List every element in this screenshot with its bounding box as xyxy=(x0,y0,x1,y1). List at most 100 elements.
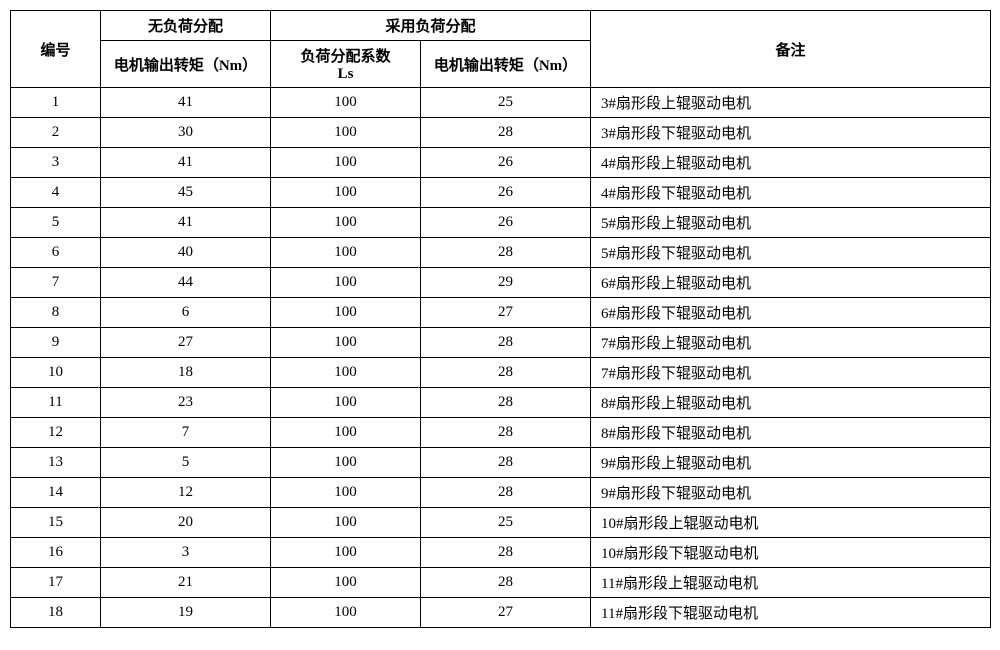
cell-torque-no-load: 41 xyxy=(101,88,271,118)
cell-index: 10 xyxy=(11,358,101,388)
cell-index: 13 xyxy=(11,448,101,478)
table-row: 445100264#扇形段下辊驱动电机 xyxy=(11,178,991,208)
cell-torque-with-load: 27 xyxy=(421,298,591,328)
table-header: 编号 无负荷分配 采用负荷分配 备注 电机输出转矩（Nm） 负荷分配系数 Ls … xyxy=(11,11,991,88)
cell-load-coeff: 100 xyxy=(271,448,421,478)
cell-note: 4#扇形段下辊驱动电机 xyxy=(591,178,991,208)
table-row: 744100296#扇形段上辊驱动电机 xyxy=(11,268,991,298)
cell-load-coeff: 100 xyxy=(271,148,421,178)
cell-note: 3#扇形段下辊驱动电机 xyxy=(591,118,991,148)
table-row: 1123100288#扇形段上辊驱动电机 xyxy=(11,388,991,418)
table-body: 141100253#扇形段上辊驱动电机230100283#扇形段下辊驱动电机34… xyxy=(11,88,991,628)
cell-torque-no-load: 41 xyxy=(101,208,271,238)
cell-index: 7 xyxy=(11,268,101,298)
table-row: 640100285#扇形段下辊驱动电机 xyxy=(11,238,991,268)
cell-note: 6#扇形段上辊驱动电机 xyxy=(591,268,991,298)
table-row: 141100253#扇形段上辊驱动电机 xyxy=(11,88,991,118)
cell-note: 9#扇形段下辊驱动电机 xyxy=(591,478,991,508)
cell-torque-no-load: 18 xyxy=(101,358,271,388)
cell-torque-no-load: 41 xyxy=(101,148,271,178)
cell-note: 8#扇形段下辊驱动电机 xyxy=(591,418,991,448)
cell-torque-no-load: 27 xyxy=(101,328,271,358)
cell-index: 16 xyxy=(11,538,101,568)
table-row: 541100265#扇形段上辊驱动电机 xyxy=(11,208,991,238)
col-header-torque-no-load: 电机输出转矩（Nm） xyxy=(101,41,271,88)
cell-torque-no-load: 45 xyxy=(101,178,271,208)
cell-torque-with-load: 28 xyxy=(421,568,591,598)
cell-note: 8#扇形段上辊驱动电机 xyxy=(591,388,991,418)
table-row: 1631002810#扇形段下辊驱动电机 xyxy=(11,538,991,568)
cell-torque-no-load: 30 xyxy=(101,118,271,148)
cell-load-coeff: 100 xyxy=(271,298,421,328)
cell-note: 5#扇形段下辊驱动电机 xyxy=(591,238,991,268)
col-header-with-load-group: 采用负荷分配 xyxy=(271,11,591,41)
col-header-index: 编号 xyxy=(11,11,101,88)
table-row: 135100289#扇形段上辊驱动电机 xyxy=(11,448,991,478)
cell-torque-with-load: 26 xyxy=(421,148,591,178)
cell-load-coeff: 100 xyxy=(271,388,421,418)
motor-torque-table: 编号 无负荷分配 采用负荷分配 备注 电机输出转矩（Nm） 负荷分配系数 Ls … xyxy=(10,10,991,628)
cell-torque-no-load: 23 xyxy=(101,388,271,418)
cell-load-coeff: 100 xyxy=(271,178,421,208)
cell-torque-with-load: 28 xyxy=(421,238,591,268)
cell-index: 1 xyxy=(11,88,101,118)
cell-torque-with-load: 28 xyxy=(421,478,591,508)
cell-torque-no-load: 19 xyxy=(101,598,271,628)
col-header-no-load-group: 无负荷分配 xyxy=(101,11,271,41)
cell-load-coeff: 100 xyxy=(271,538,421,568)
cell-index: 5 xyxy=(11,208,101,238)
cell-torque-no-load: 20 xyxy=(101,508,271,538)
cell-torque-with-load: 28 xyxy=(421,328,591,358)
cell-note: 6#扇形段下辊驱动电机 xyxy=(591,298,991,328)
cell-torque-with-load: 28 xyxy=(421,448,591,478)
cell-load-coeff: 100 xyxy=(271,208,421,238)
cell-torque-with-load: 26 xyxy=(421,178,591,208)
cell-torque-with-load: 29 xyxy=(421,268,591,298)
cell-note: 10#扇形段下辊驱动电机 xyxy=(591,538,991,568)
table-row: 1018100287#扇形段下辊驱动电机 xyxy=(11,358,991,388)
cell-load-coeff: 100 xyxy=(271,238,421,268)
cell-torque-no-load: 6 xyxy=(101,298,271,328)
cell-note: 10#扇形段上辊驱动电机 xyxy=(591,508,991,538)
cell-torque-no-load: 7 xyxy=(101,418,271,448)
cell-torque-with-load: 25 xyxy=(421,508,591,538)
cell-load-coeff: 100 xyxy=(271,328,421,358)
cell-index: 8 xyxy=(11,298,101,328)
cell-load-coeff: 100 xyxy=(271,598,421,628)
cell-note: 7#扇形段下辊驱动电机 xyxy=(591,358,991,388)
cell-index: 3 xyxy=(11,148,101,178)
cell-note: 5#扇形段上辊驱动电机 xyxy=(591,208,991,238)
cell-note: 11#扇形段下辊驱动电机 xyxy=(591,598,991,628)
cell-torque-with-load: 28 xyxy=(421,418,591,448)
cell-torque-no-load: 3 xyxy=(101,538,271,568)
cell-index: 18 xyxy=(11,598,101,628)
cell-torque-no-load: 5 xyxy=(101,448,271,478)
cell-index: 6 xyxy=(11,238,101,268)
cell-torque-with-load: 28 xyxy=(421,388,591,418)
table-row: 927100287#扇形段上辊驱动电机 xyxy=(11,328,991,358)
cell-torque-with-load: 27 xyxy=(421,598,591,628)
cell-load-coeff: 100 xyxy=(271,478,421,508)
cell-load-coeff: 100 xyxy=(271,268,421,298)
table-row: 230100283#扇形段下辊驱动电机 xyxy=(11,118,991,148)
table-row: 341100264#扇形段上辊驱动电机 xyxy=(11,148,991,178)
table-row: 86100276#扇形段下辊驱动电机 xyxy=(11,298,991,328)
cell-torque-with-load: 28 xyxy=(421,358,591,388)
cell-note: 3#扇形段上辊驱动电机 xyxy=(591,88,991,118)
cell-index: 14 xyxy=(11,478,101,508)
cell-torque-with-load: 28 xyxy=(421,118,591,148)
cell-index: 9 xyxy=(11,328,101,358)
cell-load-coeff: 100 xyxy=(271,418,421,448)
cell-note: 11#扇形段上辊驱动电机 xyxy=(591,568,991,598)
cell-torque-no-load: 44 xyxy=(101,268,271,298)
cell-index: 17 xyxy=(11,568,101,598)
table-row: 18191002711#扇形段下辊驱动电机 xyxy=(11,598,991,628)
cell-index: 15 xyxy=(11,508,101,538)
cell-load-coeff: 100 xyxy=(271,568,421,598)
cell-load-coeff: 100 xyxy=(271,118,421,148)
cell-torque-with-load: 26 xyxy=(421,208,591,238)
cell-note: 4#扇形段上辊驱动电机 xyxy=(591,148,991,178)
table-row: 17211002811#扇形段上辊驱动电机 xyxy=(11,568,991,598)
cell-torque-no-load: 21 xyxy=(101,568,271,598)
cell-torque-no-load: 12 xyxy=(101,478,271,508)
